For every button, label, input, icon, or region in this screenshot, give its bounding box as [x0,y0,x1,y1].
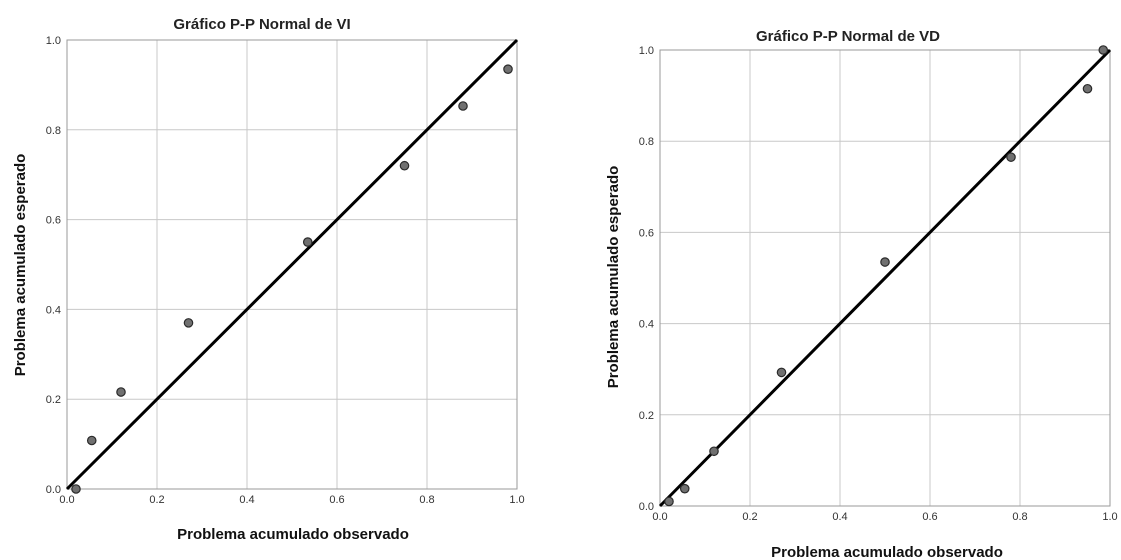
y-tick-label: 0.2 [46,394,61,406]
y-tick-label: 0.0 [639,501,654,513]
data-point [503,64,513,74]
x-axis-label: Problema acumulado observado [771,544,1003,560]
x-tick-label: 0.8 [1012,511,1027,523]
data-point [1006,152,1016,162]
data-point [664,496,674,507]
y-tick-label: 0.2 [639,410,654,422]
x-tick-label: 0.2 [742,511,757,523]
data-point [880,257,890,267]
data-point [116,387,126,397]
pp-plot-vi: Gráfico P-P Normal de VI 0.0 0.2 0.4 0.6 0.8… [0,0,550,560]
x-tick-label: 0.2 [149,494,164,506]
x-tick-label: 1.0 [1102,511,1117,523]
y-tick-label: 0.6 [46,215,61,227]
pp-plot-vi-svg: Gráfico P-P Normal de VI 0.0 0.2 0.4 0.6 0.8… [12,16,525,543]
x-axis-label: Problema acumulado observado [177,526,409,543]
data-point [458,101,468,111]
y-tick-label: 0.4 [46,304,61,316]
y-tick-label: 1.0 [46,35,61,47]
plot-area [66,39,518,490]
data-point [776,367,787,378]
plot-area [659,49,1111,507]
pp-plot-vd: Gráfico P-P Normal de VD 0.0 0.2 0.4 0.6 0.8… [590,0,1121,560]
x-tick-label: 0.0 [652,511,667,523]
y-tick-label: 0.4 [639,319,654,331]
y-tick-label: 0.6 [639,227,654,239]
data-point [86,435,97,446]
x-tick-label: 0.6 [922,511,937,523]
x-tick-label: 0.4 [239,494,254,506]
data-point [709,446,719,457]
data-point [71,484,81,494]
y-tick-label: 1.0 [639,45,654,57]
y-tick-label: 0.8 [46,125,61,137]
chart-title: Gráfico P-P Normal de VI [173,16,350,33]
x-tick-label: 1.0 [509,494,524,506]
reference-line [65,38,519,491]
y-tick-label: 0.0 [46,484,61,496]
x-tick-label: 0.4 [832,511,847,523]
data-point [1098,45,1109,55]
chart-title: Gráfico P-P Normal de VD [756,28,940,45]
data-point [302,237,313,247]
data-point [183,318,194,328]
y-tick-label: 0.8 [639,136,654,148]
reference-line [658,48,1112,508]
data-point [399,160,410,171]
x-tick-label: 0.6 [329,494,344,506]
x-tick-label: 0.0 [59,494,74,506]
x-tick-label: 0.8 [419,494,434,506]
y-axis-label: Problema acumulado esperado [605,166,622,389]
data-point [1082,83,1093,94]
pp-plot-vd-svg: Gráfico P-P Normal de VD 0.0 0.2 0.4 0.6 0.8… [605,28,1118,560]
data-point [679,483,690,494]
y-axis-label: Problema acumulado esperado [12,154,29,377]
